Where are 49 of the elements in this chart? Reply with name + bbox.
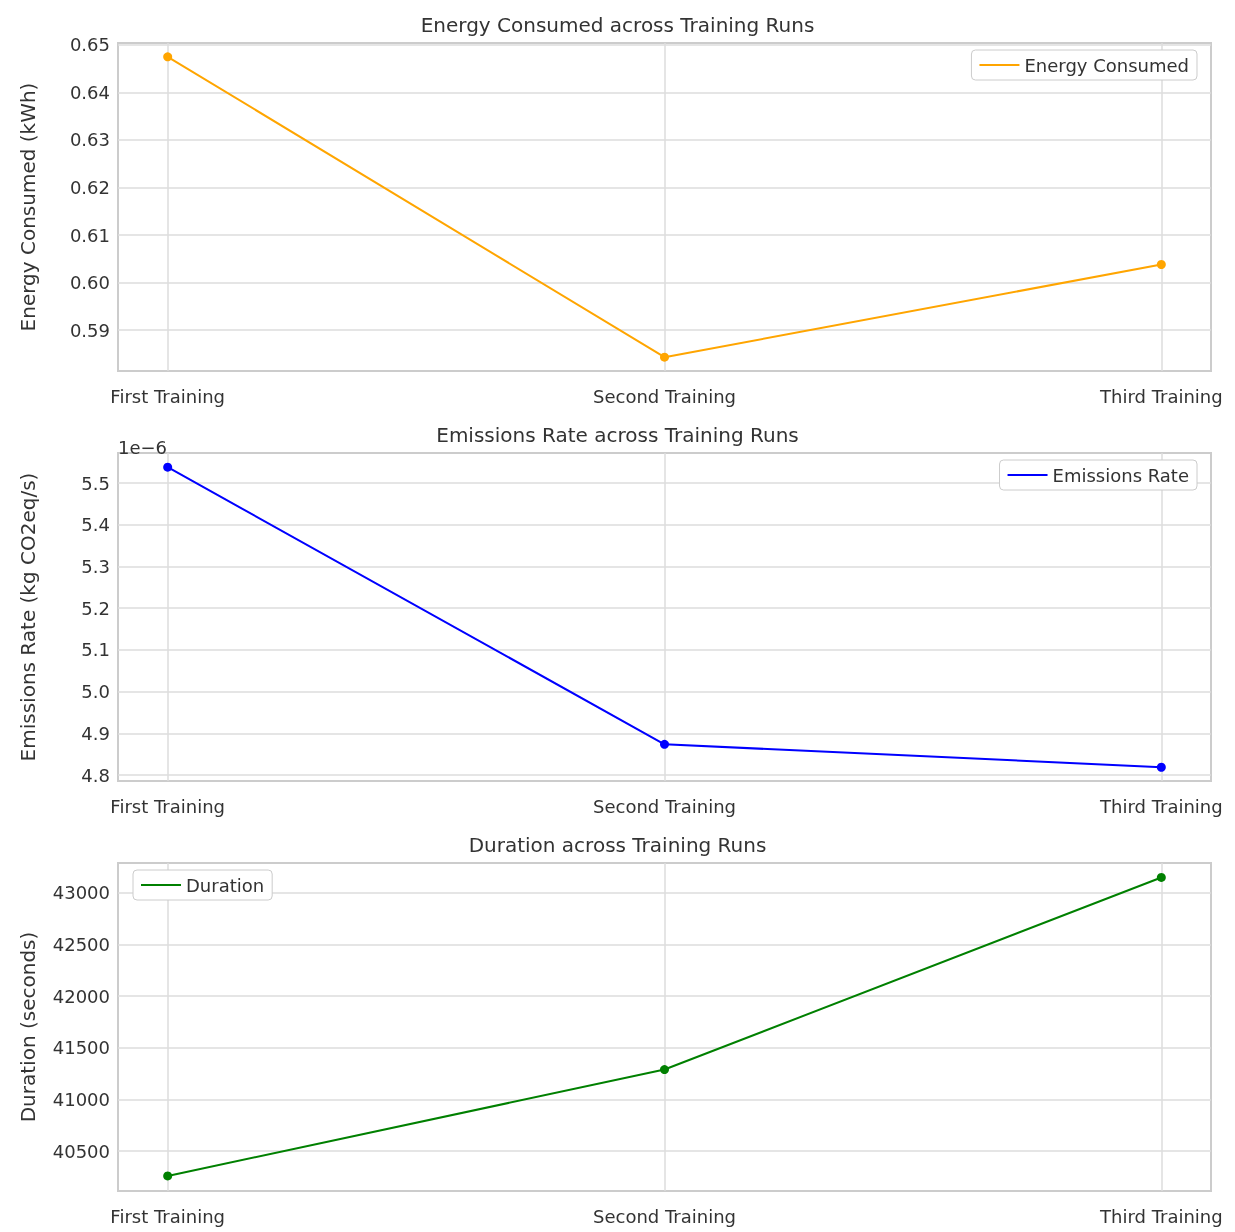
y-tick-label: 43000: [52, 882, 110, 904]
x-tick-label: First Training: [110, 385, 225, 407]
x-tick-label: Third Training: [1098, 385, 1223, 407]
point: [1156, 762, 1166, 772]
y-tick-label: 5.3: [81, 556, 110, 578]
point: [1156, 260, 1166, 270]
legend-label: Energy Consumed: [1024, 54, 1190, 76]
y-tick-label: 0.64: [69, 81, 110, 103]
y-tick-label: 5.0: [81, 681, 110, 703]
point: [163, 462, 173, 472]
x-tick-label: First Training: [110, 1205, 225, 1227]
x-tick-label: Second Training: [593, 385, 736, 407]
legend-label: Duration: [186, 874, 265, 896]
y-tick-label: 5.4: [81, 514, 110, 536]
y-axis-title: Energy Consumed (kWh): [16, 82, 40, 332]
x-tick-label: Second Training: [593, 1205, 736, 1227]
point: [660, 1065, 669, 1075]
chart-title: Energy Consumed across Training Runs: [420, 13, 815, 37]
chart-title: Duration across Training Runs: [468, 833, 767, 857]
chart-title: Emissions Rate across Training Runs: [436, 423, 799, 447]
annotation: 1e−6: [118, 436, 168, 458]
y-axis-title: Emissions Rate (kg CO2eq/s): [16, 472, 40, 762]
x-tick-label: Third Training: [1098, 795, 1223, 817]
y-tick-label: 41000: [52, 1089, 110, 1110]
y-tick-label: 5.2: [81, 597, 110, 619]
y-tick-label: 41500: [52, 1037, 110, 1059]
point: [1156, 872, 1166, 882]
point: [660, 352, 669, 362]
y-tick-label: 42000: [52, 985, 110, 1007]
y-tick-label: 0.59: [69, 319, 110, 341]
y-tick-label: 4.9: [81, 722, 110, 744]
y-tick-label: 0.61: [69, 224, 110, 246]
y-tick-label: 4.8: [81, 764, 110, 786]
y-tick-label: 42500: [52, 934, 110, 956]
point: [163, 1171, 173, 1181]
legend-label: Emissions Rate: [1052, 464, 1190, 486]
y-tick-label: 0.62: [69, 177, 110, 199]
x-tick-label: Third Training: [1098, 1205, 1223, 1227]
y-tick-label: 40500: [52, 1140, 110, 1162]
y-tick-label: 0.63: [69, 129, 110, 151]
y-tick-label: 0.65: [69, 34, 110, 56]
y-tick-label: 5.5: [81, 472, 110, 494]
y-axis-title: Duration (seconds): [16, 931, 40, 1123]
y-tick-label: 5.1: [81, 639, 110, 661]
x-tick-label: First Training: [110, 795, 225, 817]
x-tick-label: Second Training: [593, 795, 736, 817]
y-tick-label: 0.60: [69, 272, 110, 294]
point: [660, 739, 669, 749]
point: [163, 52, 173, 62]
